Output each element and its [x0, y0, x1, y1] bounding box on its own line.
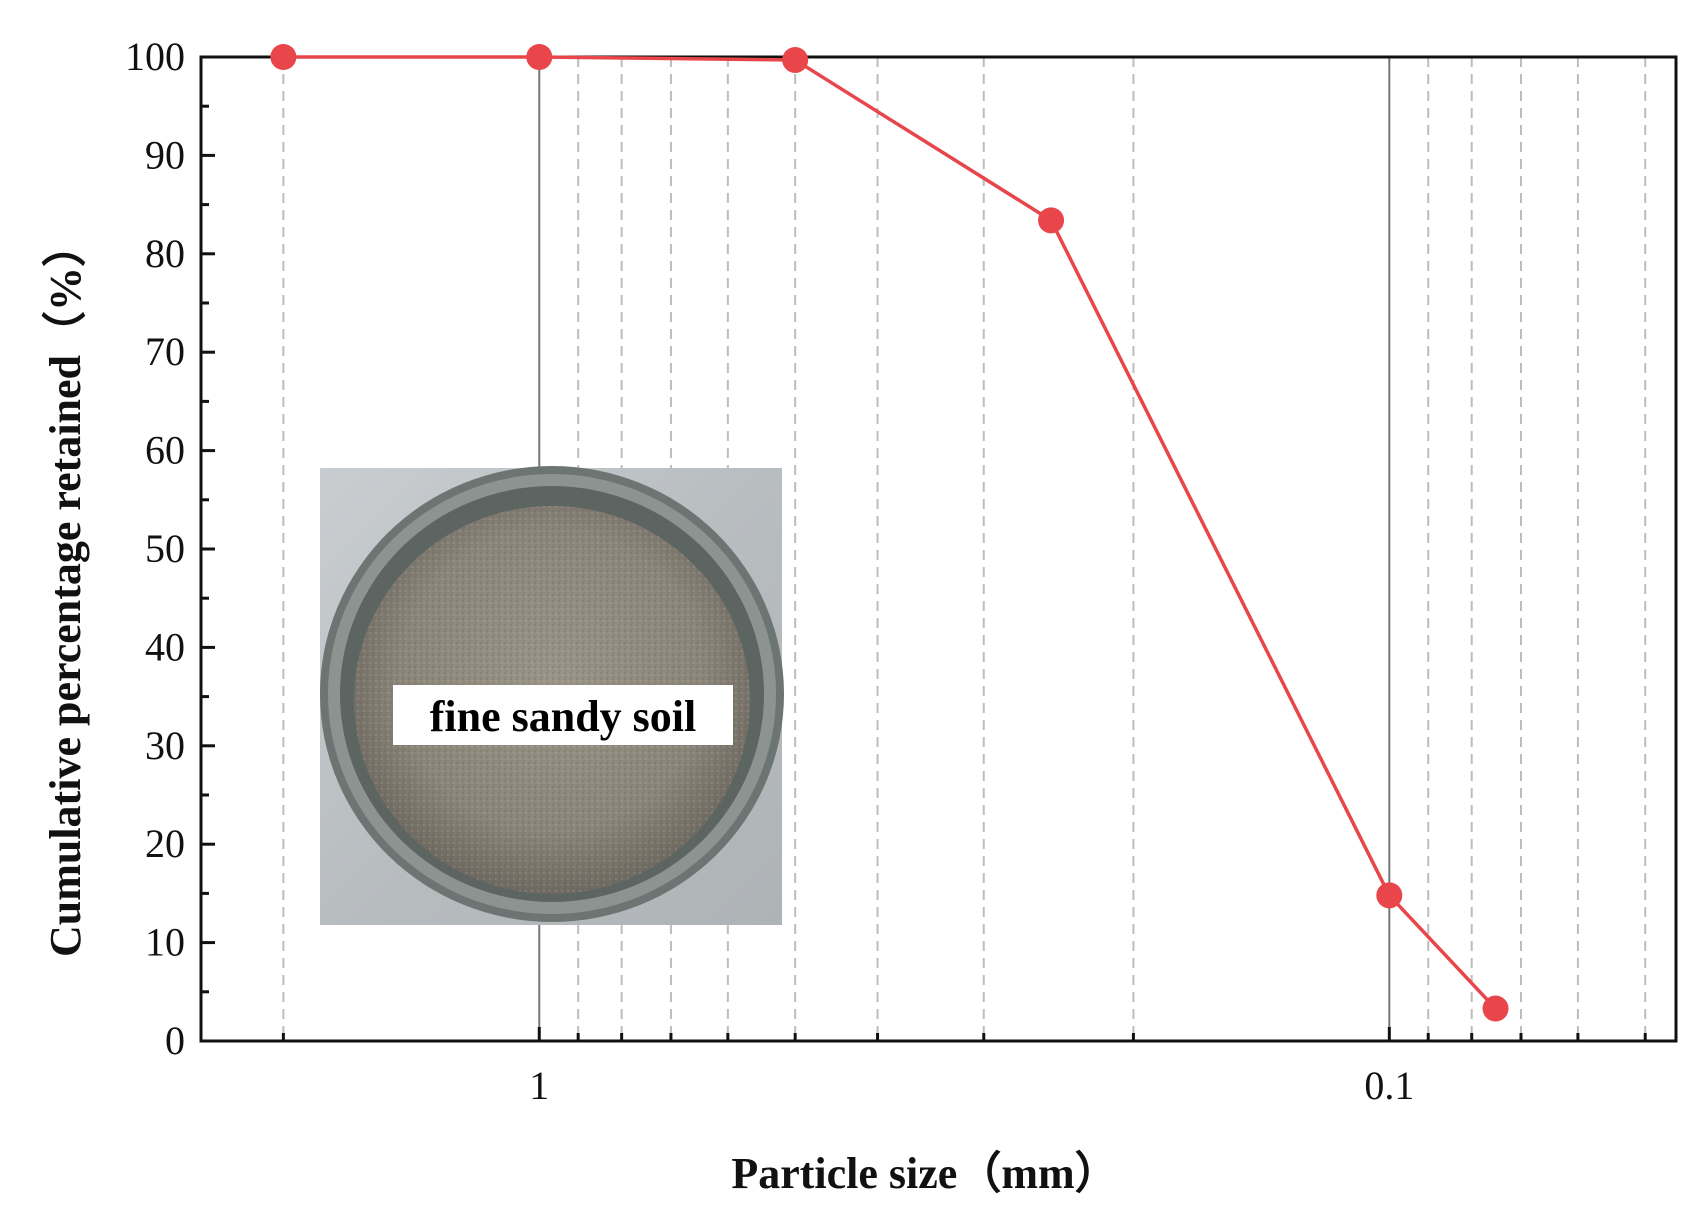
y-tick-label: 100	[125, 34, 185, 79]
data-point	[270, 44, 297, 70]
y-tick-label: 90	[145, 132, 185, 177]
y-tick-label: 10	[145, 920, 185, 965]
x-tick-label: 0.1	[1364, 1063, 1414, 1108]
x-axis-title: Particle size（mm）	[731, 1149, 1118, 1198]
y-tick-label: 50	[145, 526, 185, 571]
sieve-photo-inset: fine sandy soil	[320, 466, 784, 925]
inset-label: fine sandy soil	[430, 692, 697, 741]
inset-label-box	[393, 685, 733, 745]
y-axis-title: Cumulative percentage retained（%）	[41, 223, 90, 957]
data-point	[526, 44, 553, 70]
data-point	[782, 46, 809, 73]
y-tick-label: 30	[145, 723, 185, 768]
y-tick-label: 70	[145, 329, 185, 374]
data-point	[1482, 995, 1509, 1022]
y-tick-label: 40	[145, 624, 185, 669]
y-tick-label: 60	[145, 428, 185, 473]
series-line	[283, 55, 1497, 1010]
data-series	[270, 44, 1509, 1022]
axes: 0 10 20 30 40 50 60 70 80 90 100 1 0.1	[125, 34, 1678, 1108]
y-tick-label: 80	[145, 231, 185, 276]
data-point	[1038, 207, 1065, 234]
x-tick-label: 1	[529, 1063, 549, 1108]
data-point	[1376, 882, 1403, 909]
y-tick-label: 20	[145, 821, 185, 866]
y-tick-label: 0	[165, 1018, 185, 1063]
